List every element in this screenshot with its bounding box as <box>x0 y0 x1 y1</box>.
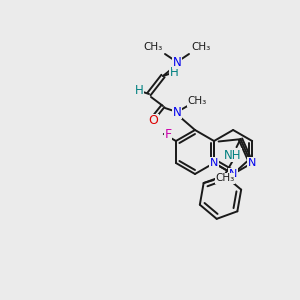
Text: O: O <box>148 115 158 128</box>
Text: N: N <box>172 106 182 118</box>
Text: H: H <box>169 65 178 79</box>
Text: CH₃: CH₃ <box>191 42 211 52</box>
Text: N: N <box>229 169 237 179</box>
Text: NH: NH <box>224 149 241 162</box>
Text: CH₃: CH₃ <box>143 42 163 52</box>
Text: N: N <box>210 158 218 168</box>
Text: H: H <box>135 83 143 97</box>
Text: F: F <box>164 128 171 140</box>
Text: N: N <box>172 56 182 68</box>
Text: CH₃: CH₃ <box>215 173 234 183</box>
Text: N: N <box>248 158 256 168</box>
Text: CH₃: CH₃ <box>188 96 207 106</box>
